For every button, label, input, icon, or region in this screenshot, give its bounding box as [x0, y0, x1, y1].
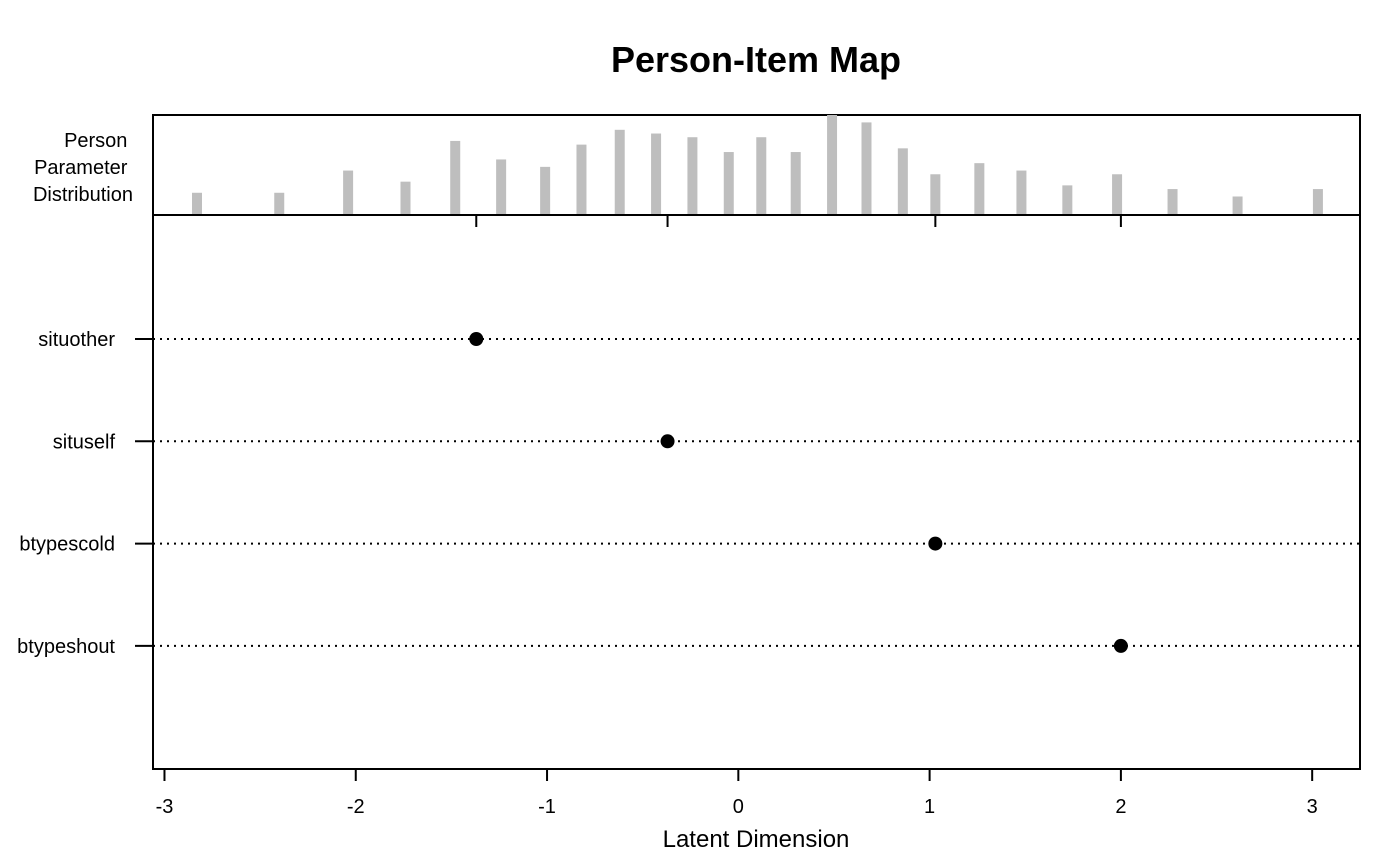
person-distribution-bar	[1167, 189, 1178, 215]
item-label: situother	[38, 329, 115, 351]
item-location-point	[1113, 638, 1128, 653]
person-distribution-bar	[861, 122, 872, 215]
person-distribution-bar	[614, 129, 625, 215]
item-label: situself	[53, 431, 116, 453]
chart-title: Person-Item Map	[611, 39, 901, 80]
item-panel-frame	[152, 214, 1361, 770]
person-distribution-bar	[450, 140, 461, 215]
person-panel-label-line-3: Distribution	[33, 184, 133, 206]
item-location-point	[469, 332, 484, 346]
x-tick-label: 3	[1307, 796, 1318, 818]
x-tick-label: 0	[733, 796, 744, 818]
item-location-point	[660, 434, 675, 449]
person-distribution-bar	[540, 166, 551, 215]
x-axis: -3 -2 -1 0 1 2 3	[156, 768, 1318, 818]
person-distribution-bar	[1062, 185, 1073, 215]
person-panel-label: Person Parameter Distribution	[33, 130, 133, 206]
person-panel-label-line-2: Parameter	[34, 157, 128, 179]
person-distribution-bar	[274, 192, 285, 215]
person-distribution-bar	[930, 174, 941, 215]
x-tick-label: -2	[347, 796, 365, 818]
person-distribution-bar	[400, 181, 411, 215]
item-label: btypeshout	[17, 636, 115, 658]
person-distribution-bar	[897, 148, 908, 215]
person-distribution-bar	[790, 152, 801, 215]
x-axis-label: Latent Dimension	[663, 826, 850, 853]
person-distribution-bar	[687, 137, 698, 215]
person-distribution-bar	[343, 170, 354, 215]
person-distribution-bar	[191, 192, 202, 215]
item-label: btypescold	[19, 534, 115, 556]
x-tick-label: 2	[1115, 796, 1126, 818]
person-distribution-bar	[1312, 189, 1323, 215]
x-tick-label: -3	[156, 796, 174, 818]
person-distribution-bar	[1232, 196, 1243, 215]
person-distribution-panel: Person Parameter Distribution	[33, 114, 1361, 227]
person-distribution-bar	[576, 144, 587, 215]
person-panel-label-line-1: Person	[64, 130, 127, 152]
person-distribution-bar	[496, 159, 507, 215]
item-location-point	[928, 536, 943, 551]
person-distribution-bar	[723, 152, 734, 215]
person-distribution-bar	[1016, 170, 1027, 215]
person-distribution-bar	[1112, 174, 1123, 215]
person-distribution-bar	[827, 115, 838, 215]
x-tick-label: -1	[538, 796, 556, 818]
x-tick-label: 1	[924, 796, 935, 818]
person-distribution-bar	[756, 137, 767, 215]
person-distribution-bar	[651, 133, 662, 215]
item-map-panel: situother situself btypescold btypeshout	[17, 214, 1361, 770]
person-distribution-bar	[974, 163, 985, 215]
